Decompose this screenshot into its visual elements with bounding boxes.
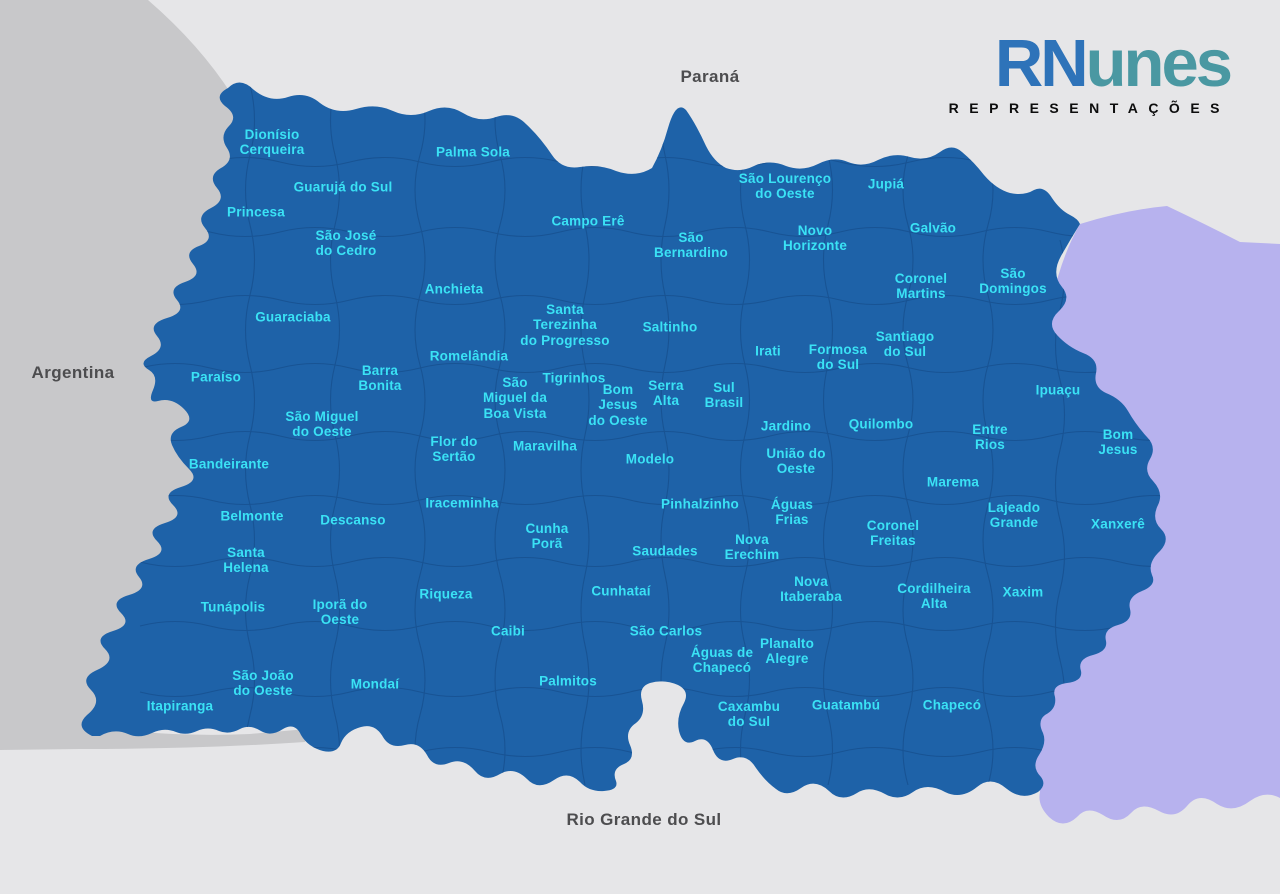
company-logo: RNunes REPRESENTAÇÕES [948, 30, 1233, 116]
municipalities-region [81, 82, 1166, 798]
santa-catarina-east-region [1033, 206, 1280, 824]
logo-part-rn: RN [994, 26, 1089, 101]
logo-subtitle: REPRESENTAÇÕES [948, 100, 1230, 116]
logo-wordmark: RNunes [995, 30, 1233, 97]
logo-part-unes: unes [1085, 26, 1233, 101]
